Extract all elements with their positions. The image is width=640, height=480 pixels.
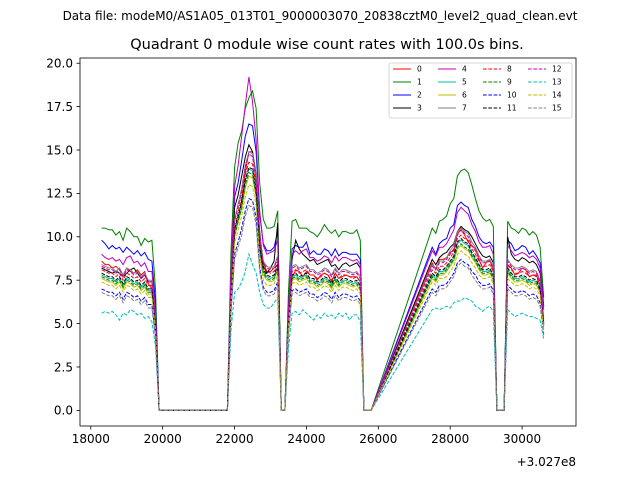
y-tick-label: 17.5 [46,100,73,114]
y-tick-label: 5.0 [54,317,73,331]
y-tick-label: 10.0 [46,230,73,244]
series-line-14 [101,183,545,411]
legend-label-6: 6 [462,91,467,100]
x-offset-label: +3.027e8 [517,455,576,469]
legend-label-0: 0 [417,65,422,74]
y-tick-label: 15.0 [46,143,73,157]
series-line-12 [101,152,545,411]
plot-lines [101,77,545,411]
x-tick-label: 24000 [287,432,325,446]
plot-frame [79,57,577,427]
legend-box [388,62,573,119]
legend-label-12: 12 [552,65,562,74]
x-tick-label: 22000 [215,432,253,446]
chart-suptitle: Data file: modeM0/AS1A05_013T01_90000030… [63,9,578,23]
legend-label-5: 5 [462,78,467,87]
chart-title: Quadrant 0 module wise count rates with … [130,37,524,53]
y-axis: 0.0 2.5 5.0 7.5 10.0 12.5 15.0 17.5 20.0 [46,57,80,418]
legend-label-7: 7 [462,104,467,113]
series-line-10 [101,197,545,411]
y-tick-label: 2.5 [54,360,73,374]
legend-label-2: 2 [417,91,422,100]
legend-label-13: 13 [552,78,562,87]
x-tick-label: 28000 [431,432,469,446]
y-tick-label: 12.5 [46,187,73,201]
legend-label-4: 4 [462,65,467,74]
legend-label-10: 10 [507,91,517,100]
legend-label-1: 1 [417,78,422,87]
legend-label-8: 8 [507,65,512,74]
legend-label-11: 11 [507,104,517,113]
y-tick-label: 7.5 [54,273,73,287]
x-tick-label: 26000 [359,432,397,446]
legend-label-15: 15 [552,104,562,113]
x-tick-label: 30000 [503,432,541,446]
x-axis: 18000 20000 22000 24000 26000 28000 30000 [72,426,541,446]
series-line-1 [101,89,545,411]
series-line-2 [101,123,545,411]
series-line-15 [101,204,545,411]
x-tick-label: 20000 [144,432,182,446]
y-tick-label: 0.0 [54,404,73,418]
legend-label-9: 9 [507,78,512,87]
legend-label-14: 14 [552,91,562,100]
legend-label-3: 3 [417,104,422,113]
y-tick-label: 20.0 [46,57,73,71]
x-tick-label: 18000 [72,432,110,446]
